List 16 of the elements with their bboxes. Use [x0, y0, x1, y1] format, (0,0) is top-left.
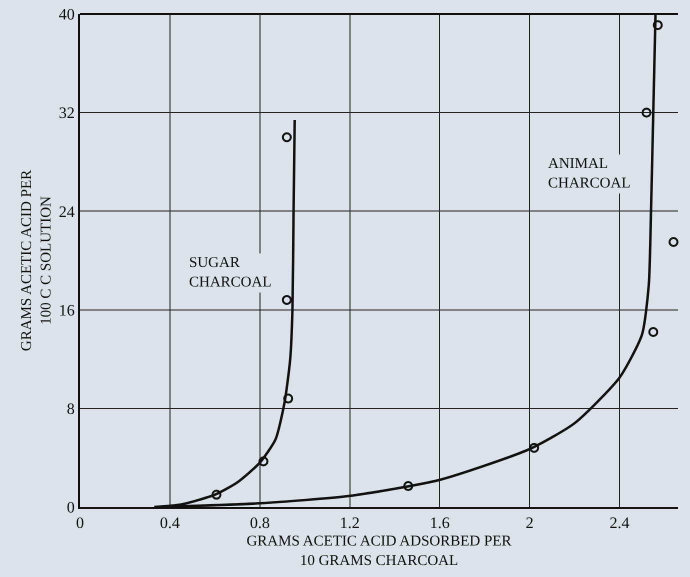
x-tick-label: 2.4	[610, 515, 630, 532]
y-tick-label: 16	[58, 302, 75, 320]
y-tick-label: 0	[66, 500, 75, 517]
x-tick-label: 1.2	[340, 515, 360, 532]
series-label: ANIMAL CHARCOAL	[548, 156, 631, 192]
x-tick-label: 1.6	[430, 515, 450, 532]
x-tick-label: 2	[526, 515, 534, 532]
x-tick-label: 0.8	[250, 515, 270, 532]
y-tick-label: 24	[58, 204, 75, 221]
x-tick-label: 0.4	[160, 515, 180, 532]
series-label: SUGAR CHARCOAL	[189, 255, 272, 290]
y-tick-label: 8	[66, 401, 75, 418]
y-axis-title: GRAMS ACETIC ACID PER 100 C C SOLUTION	[19, 170, 55, 352]
y-tick-label: 32	[58, 105, 75, 122]
x-axis-title: GRAMS ACETIC ACID ADSORBED PER 10 GRAMS CHARCOAL	[246, 534, 512, 570]
y-tick-label: 40	[58, 6, 75, 24]
